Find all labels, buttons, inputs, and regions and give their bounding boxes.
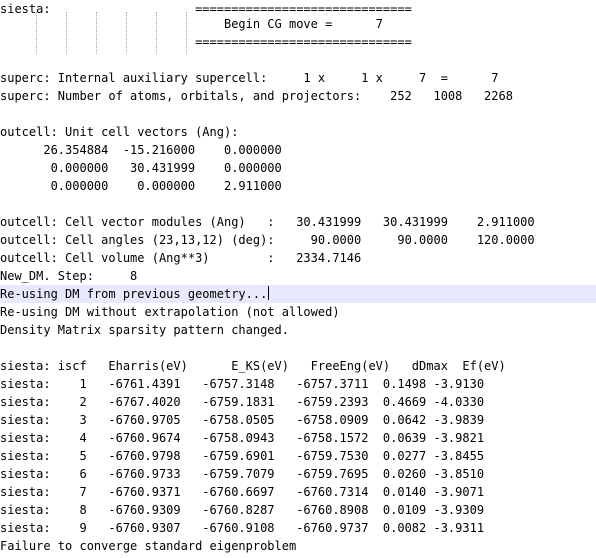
indent-guide: [96, 12, 97, 54]
scf-table-row: siesta: 2 -6767.4020 -6759.1831 -6759.23…: [0, 395, 485, 409]
header-separator-line: ==============================: [0, 35, 412, 49]
scf-table-row: siesta: 3 -6760.9705 -6758.0505 -6758.09…: [0, 413, 485, 427]
scf-table-row: siesta: 5 -6760.9798 -6759.6901 -6759.75…: [0, 449, 485, 463]
cursor-line-text: Re-using DM from previous geometry...: [0, 287, 268, 301]
eigenproblem-failure-line: Failure to converge standard eigenproble…: [0, 539, 297, 553]
cell-vector-row: 0.000000 0.000000 2.911000: [0, 179, 282, 193]
text-caret: [268, 286, 270, 300]
indent-guide: [66, 12, 67, 54]
cell-volume-line: outcell: Cell volume (Ang**3) : 2334.714…: [0, 251, 362, 265]
indent-guide: [126, 12, 127, 54]
current-cursor-line[interactable]: Re-using DM from previous geometry...: [0, 285, 596, 303]
scf-table-row: siesta: 6 -6760.9733 -6759.7079 -6759.76…: [0, 467, 485, 481]
scf-table-row: siesta: 1 -6761.4391 -6757.3148 -6757.37…: [0, 377, 485, 391]
cell-vector-row: 26.354884 -15.216000 0.000000: [0, 143, 282, 157]
scf-table-row: siesta: 8 -6760.9309 -6760.8287 -6760.89…: [0, 503, 485, 517]
scf-table-row: siesta: 4 -6760.9674 -6758.0943 -6758.15…: [0, 431, 485, 445]
supercell-line: superc: Internal auxiliary supercell: 1 …: [0, 71, 499, 85]
cell-modules-line: outcell: Cell vector modules (Ang) : 30.…: [0, 215, 535, 229]
supercell-counts-line: superc: Number of atoms, orbitals, and p…: [0, 89, 513, 103]
cg-move-title: Begin CG move = 7: [0, 17, 383, 31]
scf-table-row: siesta: 7 -6760.9371 -6760.6697 -6760.73…: [0, 485, 485, 499]
sparsity-line: Density Matrix sparsity pattern changed.: [0, 323, 289, 337]
indent-guide: [186, 12, 187, 54]
scf-table-header: siesta: iscf Eharris(eV) E_KS(eV) FreeEn…: [0, 359, 506, 373]
indent-guide: [36, 12, 37, 54]
cell-angles-line: outcell: Cell angles (23,13,12) (deg): 9…: [0, 233, 535, 247]
new-dm-step-line: New_DM. Step: 8: [0, 269, 138, 283]
header-separator-line: siesta: ==============================: [0, 2, 412, 16]
scf-table-row: siesta: 9 -6760.9307 -6760.9108 -6760.97…: [0, 521, 485, 535]
dm-extrapolation-line: Re-using DM without extrapolation (not a…: [0, 305, 340, 319]
indent-guide: [156, 12, 157, 54]
cell-vector-row: 0.000000 30.431999 0.000000: [0, 161, 282, 175]
unit-cell-heading: outcell: Unit cell vectors (Ang):: [0, 125, 239, 139]
